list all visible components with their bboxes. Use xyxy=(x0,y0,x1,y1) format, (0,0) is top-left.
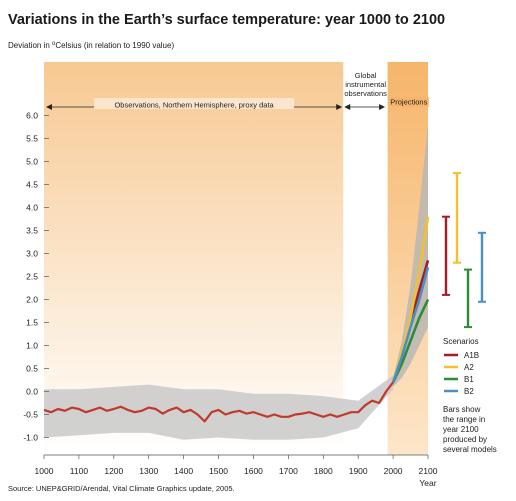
observations-arrow-head-left xyxy=(46,104,52,110)
instrumental-arrow-head-left xyxy=(344,104,351,110)
x-axis-label: Year xyxy=(419,478,436,488)
y-tick-label: 0.5 xyxy=(26,364,38,374)
observations-label: Observations, Northern Hemisphere, proxy… xyxy=(114,101,274,110)
range-bars-note: year 2100 xyxy=(443,425,479,434)
projections-label-bg xyxy=(388,97,429,107)
period-labels: Observations, Northern Hemisphere, proxy… xyxy=(46,71,429,110)
x-tick-label: 1200 xyxy=(104,466,123,476)
instrumental-label: observations xyxy=(344,89,387,98)
range-bars-note: produced by xyxy=(443,435,487,444)
legend-label-a1b: A1B xyxy=(464,351,479,360)
y-tick-label: 5.5 xyxy=(26,134,38,144)
y-axis-label: Deviation in oCelsius (in relation to 19… xyxy=(8,41,174,50)
y-tick-label: 4.0 xyxy=(26,203,38,213)
source-credit: Source: UNEP&GRID/Arendal, Vital Climate… xyxy=(8,484,235,493)
x-tick-label: 1100 xyxy=(70,466,89,476)
y-tick-label: 6.0 xyxy=(26,111,38,121)
y-tick-label: 2.0 xyxy=(26,295,38,305)
x-tick-label: 1500 xyxy=(209,466,228,476)
scenario-line-b2 xyxy=(391,266,430,383)
chart-title: Variations in the Earth’s surface temper… xyxy=(8,12,445,28)
y-tick-label: 1.5 xyxy=(26,318,38,328)
y-tick-label: 2.5 xyxy=(26,272,38,282)
range-bars xyxy=(442,172,486,329)
range-bars-note: Bars show xyxy=(443,405,481,414)
observations-label-bg xyxy=(94,98,295,109)
series-lines xyxy=(43,216,430,423)
scenario-line-b1 xyxy=(391,298,430,383)
x-tick-label: 1700 xyxy=(279,466,298,476)
legend-label-b2: B2 xyxy=(464,387,474,396)
y-tick-label: 4.5 xyxy=(26,180,38,190)
instrumental-label: instrumental xyxy=(345,80,386,89)
x-tick-label: 2100 xyxy=(419,466,438,476)
x-tick-label: 1300 xyxy=(139,466,158,476)
axes: -1.0 -0.5 0.0 0.5 1.0 1.5 2.0 2.5 3.0 3.5 4.0 4.5 5.… xyxy=(23,111,437,489)
x-tick-label: 1900 xyxy=(349,466,368,476)
y-tick-label: 1.0 xyxy=(26,341,38,351)
projections-label: Projections xyxy=(390,98,427,107)
x-tick-label: 1000 xyxy=(35,466,54,476)
y-tick-label: -0.5 xyxy=(23,410,38,420)
observations-arrow-head-right xyxy=(336,104,343,110)
instrumental-label: Global xyxy=(355,71,377,80)
y-tick-label: -1.0 xyxy=(23,433,38,443)
legend-title: Scenarios xyxy=(443,337,479,346)
proxy-uncertainty-band xyxy=(44,375,394,440)
legend-label-a2: A2 xyxy=(464,363,474,372)
y-tick-label: 0.0 xyxy=(26,387,38,397)
range-bars-note: several models xyxy=(443,445,497,454)
y-tick-label: 3.5 xyxy=(26,226,38,236)
legend-label-b1: B1 xyxy=(464,375,474,384)
x-tick-label: 2000 xyxy=(384,466,403,476)
x-tick-label: 1800 xyxy=(314,466,333,476)
y-tick-label: 5.0 xyxy=(26,157,38,167)
observations-line xyxy=(43,381,394,423)
y-tick-label: 3.0 xyxy=(26,249,38,259)
x-tick-label: 1600 xyxy=(244,466,263,476)
instrumental-arrow-head-right xyxy=(379,104,386,110)
range-bars-note: the range in xyxy=(443,415,485,424)
x-tick-label: 1400 xyxy=(174,466,193,476)
